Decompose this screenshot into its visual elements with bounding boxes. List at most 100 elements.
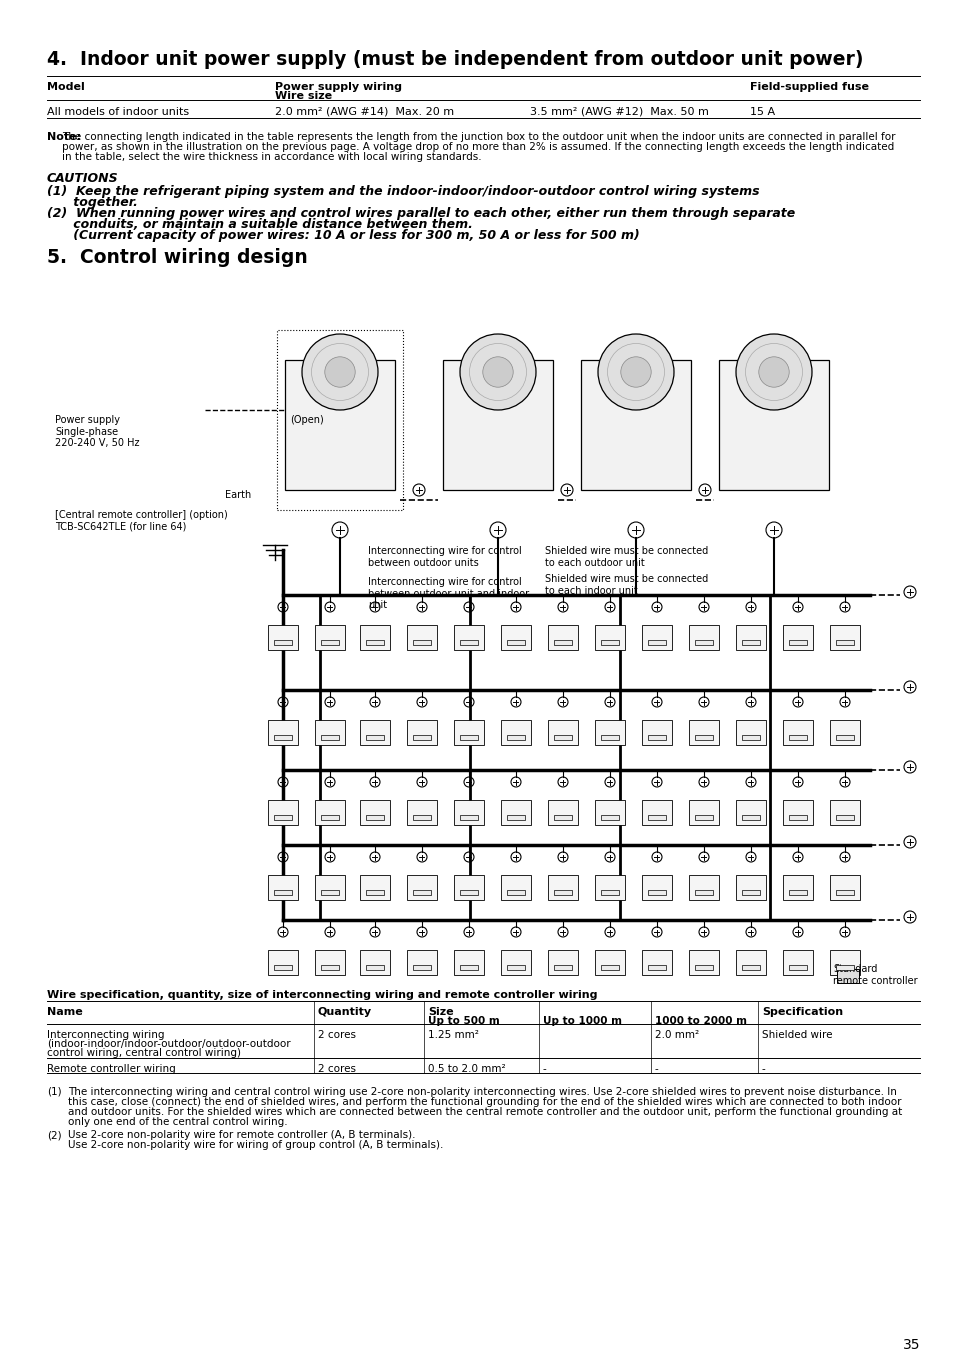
Bar — [647, 734, 665, 740]
Text: -: - — [655, 1064, 659, 1075]
Bar — [788, 890, 806, 895]
Bar — [454, 801, 483, 825]
Circle shape — [758, 356, 788, 387]
Text: Specification: Specification — [761, 1007, 842, 1017]
Bar — [274, 734, 292, 740]
Bar — [580, 360, 690, 490]
Bar — [735, 625, 765, 649]
Bar — [782, 875, 812, 900]
Bar — [688, 875, 719, 900]
Text: 15 A: 15 A — [749, 107, 774, 117]
Bar — [413, 734, 431, 740]
Bar — [314, 801, 345, 825]
Bar — [600, 890, 618, 895]
Bar — [454, 625, 483, 649]
Bar — [554, 890, 572, 895]
Bar — [695, 815, 712, 819]
Bar — [268, 950, 297, 975]
Text: Shielded wire must be connected
to each indoor unit: Shielded wire must be connected to each … — [544, 574, 707, 595]
Text: 35: 35 — [902, 1338, 919, 1350]
Bar — [695, 890, 712, 895]
Text: Power supply wiring: Power supply wiring — [274, 82, 401, 92]
Text: Interconnecting wiring: Interconnecting wiring — [47, 1030, 164, 1040]
Bar — [268, 875, 297, 900]
Bar — [413, 890, 431, 895]
Bar — [782, 625, 812, 649]
Bar — [506, 965, 524, 971]
Text: Model: Model — [47, 82, 85, 92]
Bar — [500, 720, 531, 745]
Bar — [547, 950, 578, 975]
Text: (1): (1) — [47, 1087, 62, 1098]
Bar — [454, 875, 483, 900]
Bar — [641, 875, 671, 900]
Bar — [836, 969, 858, 983]
Bar — [695, 965, 712, 971]
Bar — [788, 734, 806, 740]
Text: (indoor-indoor/indoor-outdoor/outdoor-outdoor: (indoor-indoor/indoor-outdoor/outdoor-ou… — [47, 1040, 291, 1049]
Circle shape — [302, 333, 377, 410]
Bar — [366, 815, 384, 819]
Bar — [407, 950, 436, 975]
Bar — [782, 720, 812, 745]
Bar — [547, 720, 578, 745]
Bar — [366, 640, 384, 645]
Bar — [741, 734, 760, 740]
Text: -: - — [542, 1064, 546, 1075]
Bar — [695, 734, 712, 740]
Bar — [735, 720, 765, 745]
Bar — [359, 801, 390, 825]
Bar — [600, 965, 618, 971]
Circle shape — [324, 356, 355, 387]
Bar — [554, 734, 572, 740]
Bar — [741, 640, 760, 645]
Bar — [554, 815, 572, 819]
Bar — [554, 965, 572, 971]
Text: and outdoor units. For the shielded wires which are connected between the centra: and outdoor units. For the shielded wire… — [68, 1107, 902, 1116]
Bar — [741, 965, 760, 971]
Text: Up to 500 m: Up to 500 m — [428, 1017, 499, 1026]
Bar — [407, 801, 436, 825]
Bar — [506, 815, 524, 819]
Text: Name: Name — [47, 1007, 83, 1017]
Bar — [741, 890, 760, 895]
Text: Earth: Earth — [225, 490, 251, 500]
Bar — [835, 640, 853, 645]
Bar — [688, 720, 719, 745]
Bar — [600, 815, 618, 819]
Bar — [314, 625, 345, 649]
Text: (1)  Keep the refrigerant piping system and the indoor-indoor/indoor-outdoor con: (1) Keep the refrigerant piping system a… — [47, 185, 759, 198]
Text: 2.0 mm² (AWG #14)  Max. 20 m: 2.0 mm² (AWG #14) Max. 20 m — [274, 107, 454, 117]
Bar — [459, 890, 477, 895]
Bar — [741, 815, 760, 819]
Bar — [554, 640, 572, 645]
Bar — [274, 640, 292, 645]
Text: 2.0 mm²: 2.0 mm² — [655, 1030, 699, 1040]
Bar — [829, 801, 859, 825]
Bar — [274, 815, 292, 819]
Bar — [647, 890, 665, 895]
Text: (2)  When running power wires and control wires parallel to each other, either r: (2) When running power wires and control… — [47, 207, 795, 220]
Text: only one end of the central control wiring.: only one end of the central control wiri… — [68, 1116, 287, 1127]
Circle shape — [482, 356, 513, 387]
Bar — [459, 640, 477, 645]
Bar — [547, 625, 578, 649]
Bar — [835, 734, 853, 740]
Bar — [274, 890, 292, 895]
Text: Quantity: Quantity — [317, 1007, 372, 1017]
Bar — [829, 950, 859, 975]
Bar — [735, 875, 765, 900]
Text: CAUTIONS: CAUTIONS — [47, 171, 118, 185]
Bar — [547, 801, 578, 825]
Circle shape — [735, 333, 811, 410]
Bar — [595, 950, 624, 975]
Text: Standard
remote controller: Standard remote controller — [832, 964, 917, 986]
Bar — [359, 720, 390, 745]
Bar — [600, 640, 618, 645]
Bar — [359, 950, 390, 975]
Bar — [359, 625, 390, 649]
Bar — [595, 875, 624, 900]
Bar — [647, 965, 665, 971]
Text: power, as shown in the illustration on the previous page. A voltage drop of no m: power, as shown in the illustration on t… — [62, 142, 893, 153]
Text: together.: together. — [47, 196, 138, 209]
